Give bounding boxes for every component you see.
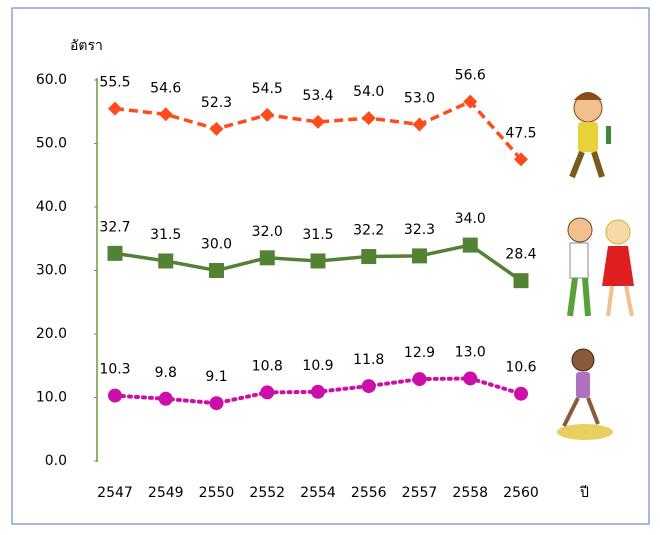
y-tick-label: 0.0 bbox=[45, 453, 67, 469]
marker bbox=[158, 391, 173, 406]
marker bbox=[412, 117, 427, 132]
icon-man bbox=[569, 92, 611, 179]
x-tick-label: 2554 bbox=[300, 485, 336, 501]
data-label: 55.5 bbox=[99, 75, 130, 91]
data-label: 53.0 bbox=[404, 90, 435, 106]
marker bbox=[412, 248, 427, 264]
data-label: 56.6 bbox=[455, 68, 486, 84]
data-label: 12.9 bbox=[404, 345, 435, 361]
marker bbox=[158, 253, 174, 269]
x-tick-label: 2547 bbox=[97, 485, 133, 501]
data-label: 31.5 bbox=[150, 227, 181, 243]
data-label: 10.8 bbox=[252, 358, 283, 374]
marker bbox=[260, 385, 275, 400]
marker bbox=[107, 245, 123, 261]
y-tick-label: 20.0 bbox=[36, 326, 67, 342]
y-tick-label: 50.0 bbox=[36, 136, 67, 152]
marker bbox=[311, 114, 325, 129]
icon-woman bbox=[557, 348, 613, 440]
marker bbox=[361, 249, 377, 265]
data-label: 32.3 bbox=[404, 222, 435, 238]
x-tick-label: 2556 bbox=[351, 485, 387, 501]
chart-frame bbox=[11, 7, 650, 525]
data-label: 30.0 bbox=[201, 237, 232, 253]
data-label: 52.3 bbox=[201, 95, 232, 111]
y-tick-label: 10.0 bbox=[36, 390, 67, 406]
data-label: 34.0 bbox=[455, 211, 486, 227]
data-label: 9.1 bbox=[205, 369, 227, 385]
marker bbox=[209, 396, 224, 411]
data-label: 47.5 bbox=[505, 125, 536, 141]
marker bbox=[513, 273, 529, 289]
y-tick-label: 60.0 bbox=[36, 72, 67, 88]
data-label: 54.0 bbox=[353, 84, 384, 100]
data-label: 54.6 bbox=[150, 80, 181, 96]
data-label: 10.3 bbox=[99, 362, 130, 378]
marker bbox=[158, 107, 173, 122]
marker bbox=[209, 121, 224, 136]
data-label: 13.0 bbox=[455, 344, 486, 360]
x-tick-label: 2560 bbox=[503, 485, 539, 501]
data-label: 10.6 bbox=[505, 360, 536, 376]
marker bbox=[209, 263, 224, 278]
x-tick-label: 2550 bbox=[199, 485, 235, 501]
data-label: 11.8 bbox=[353, 352, 384, 368]
data-label: 9.8 bbox=[155, 365, 177, 381]
data-label: 32.0 bbox=[252, 224, 283, 240]
marker bbox=[310, 253, 326, 269]
marker bbox=[108, 101, 122, 116]
data-label: 54.5 bbox=[252, 81, 283, 97]
marker bbox=[514, 386, 528, 401]
marker bbox=[259, 250, 275, 266]
x-axis-label: ปี bbox=[580, 485, 589, 501]
marker bbox=[311, 384, 325, 399]
data-label: 53.4 bbox=[302, 88, 333, 104]
x-tick-label: 2558 bbox=[452, 485, 488, 501]
y-tick-label: 30.0 bbox=[36, 263, 67, 279]
marker bbox=[463, 94, 478, 109]
data-label: 10.9 bbox=[302, 358, 333, 374]
x-tick-label: 2557 bbox=[402, 485, 438, 501]
data-label: 32.2 bbox=[353, 223, 384, 239]
data-label: 31.5 bbox=[302, 227, 333, 243]
icon-couple bbox=[567, 217, 634, 317]
y-tick-label: 40.0 bbox=[36, 199, 67, 215]
y-axis-label: อัตรา bbox=[70, 38, 103, 54]
marker bbox=[361, 111, 376, 126]
marker bbox=[361, 379, 376, 394]
data-label: 32.7 bbox=[99, 219, 130, 235]
marker bbox=[514, 152, 528, 167]
marker bbox=[412, 372, 427, 387]
x-tick-label: 2549 bbox=[148, 485, 184, 501]
data-label: 28.4 bbox=[505, 247, 536, 263]
x-tick-label: 2552 bbox=[249, 485, 285, 501]
marker bbox=[463, 371, 478, 386]
marker bbox=[260, 107, 275, 122]
marker bbox=[462, 237, 478, 253]
marker bbox=[108, 388, 122, 403]
